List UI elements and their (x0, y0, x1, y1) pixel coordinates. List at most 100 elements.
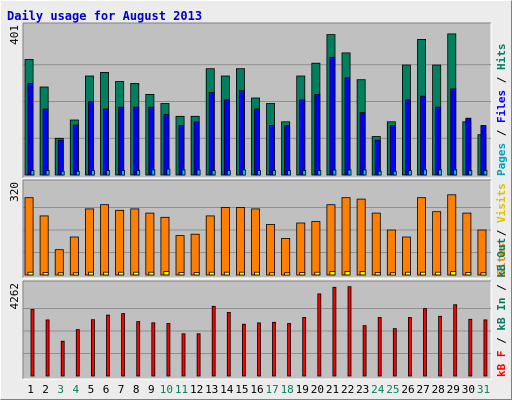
bar-kb-f-day-6 (106, 314, 110, 377)
bar-kb-f-day-22 (347, 286, 352, 377)
bar-pages-day-3 (60, 170, 65, 176)
bar-files-day-19 (299, 99, 306, 176)
bar-files-day-25 (389, 125, 396, 176)
bar-files-day-22 (344, 77, 351, 176)
side-label-item: Hits (495, 44, 508, 71)
bar-kb-f-day-9 (151, 322, 156, 377)
bar-files-day-31 (480, 125, 487, 176)
bar-visits-day-22 (341, 197, 351, 276)
bar-pages-day-11 (181, 169, 186, 176)
bar-kb-f-day-21 (332, 286, 337, 377)
bar-sites-day-31 (480, 272, 487, 276)
x-tick-label: 17 (265, 383, 278, 396)
bar-sites-day-9 (148, 271, 155, 276)
bar-pages-day-7 (121, 170, 125, 176)
y-max-label-bottom: 4262 (8, 283, 21, 310)
bar-kb-f-day-29 (453, 304, 458, 377)
bar-sites-day-15 (238, 271, 245, 276)
bar-sites-day-5 (88, 271, 94, 276)
bar-pages-day-22 (347, 169, 352, 176)
x-tick-label: 28 (432, 383, 445, 396)
bar-visits-day-12 (190, 233, 200, 276)
bar-kb-f-day-25 (392, 328, 397, 377)
bar-files-day-4 (72, 124, 79, 176)
bar-visits-day-8 (130, 208, 140, 276)
bar-visits-day-16 (251, 208, 261, 276)
bar-kb-f-day-28 (438, 315, 443, 377)
x-tick-label: 27 (416, 383, 429, 396)
bar-kb-f-day-4 (75, 329, 80, 377)
bar-visits-day-17 (266, 223, 276, 276)
bar-files-day-15 (238, 90, 245, 176)
bar-kb-f-day-24 (377, 317, 382, 377)
side-label-item: Files (495, 90, 508, 123)
bar-pages-day-16 (257, 170, 261, 176)
side-label-item: kB In (495, 298, 508, 331)
bar-sites-day-10 (163, 271, 170, 276)
bar-kb-f-day-23 (362, 325, 367, 377)
bar-kb-f-day-2 (45, 319, 50, 377)
bar-sites-day-30 (465, 272, 472, 276)
x-tick-label: 11 (175, 383, 188, 396)
bar-kb-f-day-15 (241, 323, 246, 377)
bar-pages-day-31 (483, 170, 488, 176)
bar-kb-f-day-27 (423, 308, 427, 377)
x-tick-label: 16 (250, 383, 263, 396)
bar-sites-day-27 (420, 271, 426, 276)
bar-visits-day-19 (296, 222, 306, 276)
bar-files-day-13 (208, 92, 215, 176)
bar-kb-f-day-17 (272, 321, 276, 377)
bar-visits-day-1 (24, 197, 34, 276)
x-tick-label: 22 (341, 383, 354, 396)
bar-visits-day-2 (39, 215, 49, 276)
bar-pages-day-19 (302, 170, 307, 176)
bar-files-day-5 (88, 101, 94, 176)
bar-visits-day-30 (462, 212, 472, 276)
bar-kb-f-day-20 (317, 293, 322, 377)
bar-visits-day-29 (447, 194, 457, 276)
x-tick-label: 30 (462, 383, 475, 396)
bar-kb-f-day-26 (407, 317, 412, 377)
x-tick-label: 1 (27, 383, 34, 396)
bar-files-day-20 (314, 94, 321, 176)
bar-visits-day-26 (401, 236, 411, 276)
bar-pages-day-20 (317, 170, 322, 176)
bar-files-day-8 (133, 106, 140, 176)
x-tick-label: 24 (371, 383, 385, 396)
bar-sites-day-29 (450, 271, 457, 276)
x-tick-label: 13 (205, 383, 218, 396)
bar-pages-day-25 (392, 170, 397, 176)
bar-pages-day-12 (196, 169, 201, 176)
bar-visits-day-28 (432, 211, 442, 276)
bar-sites-day-7 (118, 271, 125, 276)
bar-sites-day-6 (103, 271, 109, 276)
side-label-item: kB Out (495, 238, 508, 278)
bar-files-day-2 (42, 108, 49, 176)
bar-files-day-24 (374, 139, 381, 176)
bar-files-day-3 (57, 139, 64, 176)
bar-pages-day-1 (30, 170, 35, 176)
bar-visits-day-7 (115, 209, 125, 276)
x-tick-label: 9 (148, 383, 155, 396)
x-tick-label: 26 (401, 383, 414, 396)
bar-sites-day-13 (208, 271, 215, 276)
bar-visits-day-5 (85, 208, 94, 276)
bar-files-day-30 (465, 117, 472, 176)
bar-visits-day-11 (175, 235, 185, 276)
bar-visits-day-31 (477, 229, 487, 276)
bar-pages-day-29 (453, 169, 458, 176)
bar-pages-day-17 (272, 170, 276, 176)
bar-pages-day-14 (226, 170, 231, 176)
bar-sites-day-12 (193, 272, 200, 276)
bar-files-day-1 (27, 83, 34, 176)
bar-kb-f-day-31 (483, 319, 488, 377)
bar-files-day-18 (284, 125, 291, 176)
bar-visits-day-6 (100, 204, 110, 276)
bar-visits-day-27 (417, 197, 427, 276)
bar-pages-day-18 (287, 170, 292, 176)
bar-visits-day-15 (235, 207, 245, 276)
bar-visits-day-24 (371, 212, 381, 276)
bar-kb-f-day-7 (121, 313, 125, 377)
bar-pages-day-21 (332, 169, 337, 176)
chart-title: Daily usage for August 2013 (7, 9, 203, 23)
